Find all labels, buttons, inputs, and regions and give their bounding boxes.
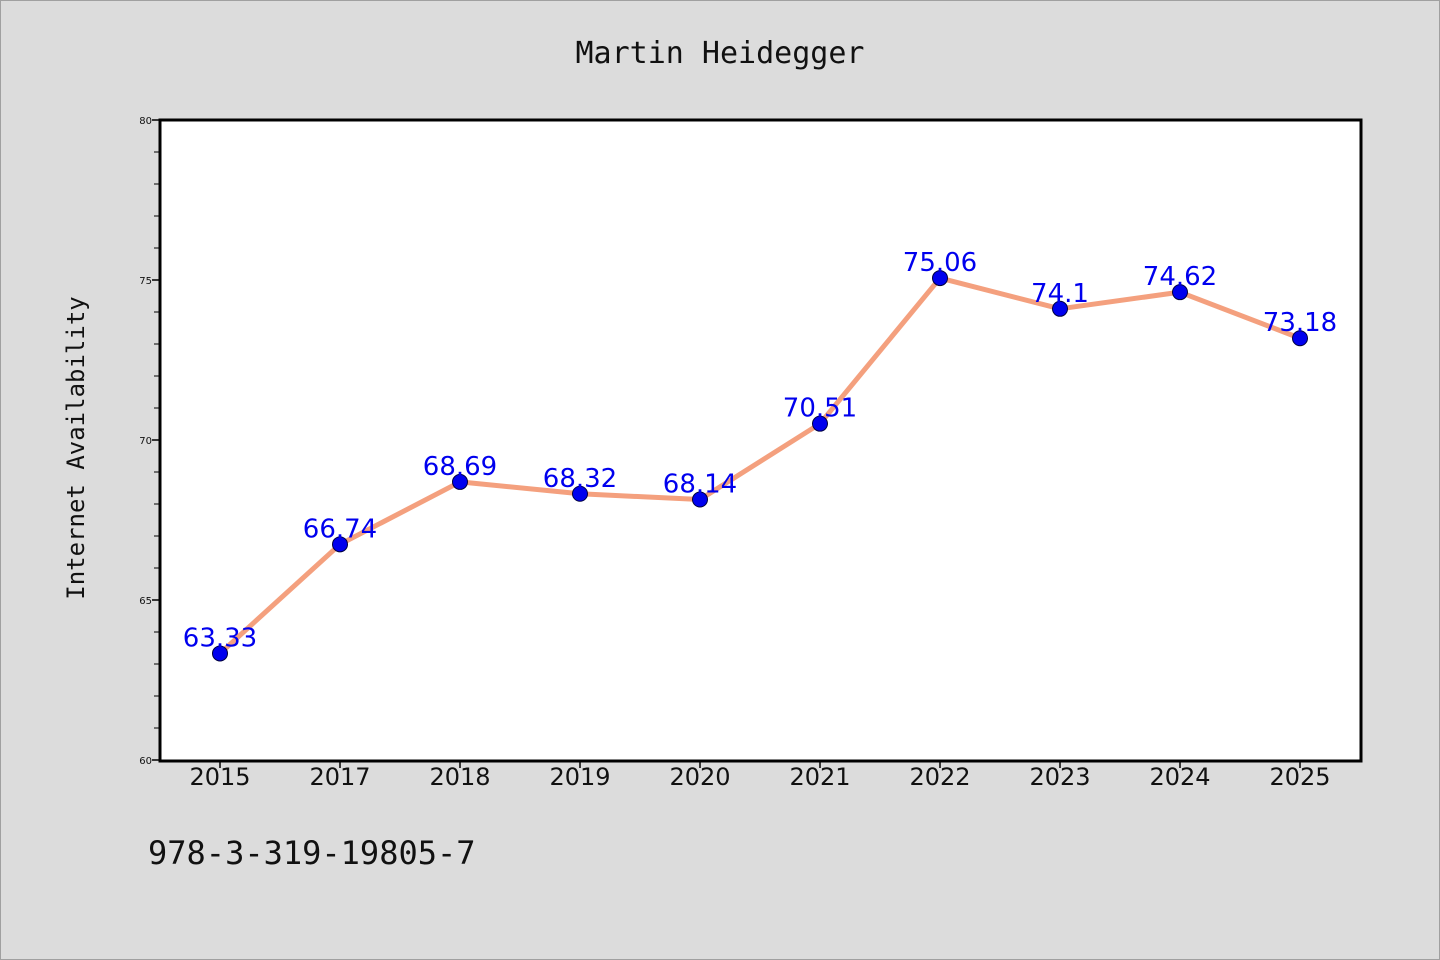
y-axis: 60 65 70 75 80 [139,116,160,767]
x-tick-label: 2023 [1029,763,1090,791]
x-tick-label: 2020 [669,763,730,791]
x-tick-label: 2021 [789,763,850,791]
data-label: 63.33 [183,623,257,653]
x-tick-label: 2022 [909,763,970,791]
data-label: 73.18 [1263,308,1337,338]
data-label: 70.51 [783,394,857,424]
data-point [1172,284,1188,301]
data-point [452,473,468,490]
y-tick-label: 80 [139,116,152,127]
data-point [212,645,228,662]
y-tick-label: 60 [139,756,152,767]
data-point [572,485,588,502]
data-label: 66.74 [303,514,377,544]
data-point [932,270,948,287]
data-label: 75.06 [903,248,977,278]
x-tick-label: 2017 [309,763,370,791]
x-tick-label: 2025 [1269,763,1330,791]
chart-title: Martin Heidegger [576,36,865,71]
x-tick-label: 2018 [429,763,490,791]
y-tick-label: 75 [139,276,152,287]
y-tick-label: 70 [139,436,152,447]
series-layer: 63.33 66.74 68.69 68.32 68.14 70.51 75.06 74.1 7… [183,248,1337,662]
data-point [332,536,348,553]
data-point [1052,300,1068,317]
data-label: 74.62 [1143,262,1217,292]
data-label: 68.14 [663,470,737,500]
x-axis: 2015 2017 2018 2019 2020 2021 2022 2023 2024 2025 [189,760,1331,791]
data-point [812,415,828,432]
plot-area [158,118,1363,763]
x-tick-label: 2015 [189,763,250,791]
data-point [692,491,708,508]
data-label: 74.1 [1031,279,1089,309]
footer-text: 978-3-319-19805-7 [148,834,476,872]
x-tick-label: 2019 [549,763,610,791]
y-axis-label: Internet Availability [62,296,90,599]
data-label: 68.32 [543,464,617,494]
data-point [1292,330,1308,347]
x-tick-label: 2024 [1149,763,1210,791]
data-label: 68.69 [423,452,497,482]
series-line [217,275,1303,656]
y-tick-label: 65 [139,596,152,607]
